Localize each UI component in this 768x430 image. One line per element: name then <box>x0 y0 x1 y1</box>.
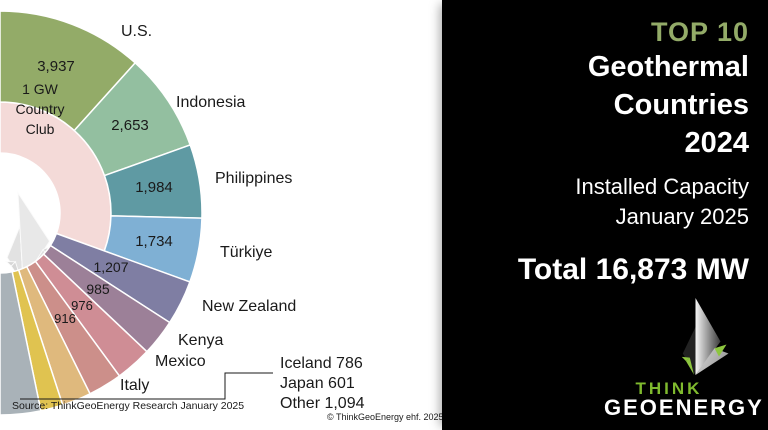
svg-text:Source: ThinkGeoEnergy Researc: Source: ThinkGeoEnergy Research January … <box>12 400 244 412</box>
svg-text:1 GW: 1 GW <box>22 81 59 97</box>
svg-text:916: 916 <box>54 311 76 326</box>
svg-text:Iceland 786: Iceland 786 <box>280 355 363 372</box>
svg-text:Mexico: Mexico <box>155 353 206 370</box>
svg-text:Italy: Italy <box>120 377 149 394</box>
svg-text:Other 1,094: Other 1,094 <box>280 395 365 412</box>
svg-text:Kenya: Kenya <box>178 332 223 349</box>
svg-text:3,937: 3,937 <box>37 58 75 75</box>
svg-text:Country: Country <box>15 101 64 117</box>
svg-text:Japan 601: Japan 601 <box>280 375 355 392</box>
svg-text:1,207: 1,207 <box>93 259 128 275</box>
svg-text:985: 985 <box>86 281 110 297</box>
svg-text:Club: Club <box>26 121 55 137</box>
svg-text:Philippines: Philippines <box>215 170 292 187</box>
svg-text:Indonesia: Indonesia <box>176 94 245 111</box>
svg-text:Türkiye: Türkiye <box>220 244 273 261</box>
svg-text:New Zealand: New Zealand <box>202 298 296 315</box>
svg-text:1,984: 1,984 <box>135 179 173 196</box>
svg-text:U.S.: U.S. <box>121 23 152 40</box>
svg-text:1,734: 1,734 <box>135 233 173 250</box>
svg-text:2,653: 2,653 <box>111 117 149 134</box>
svg-text:© ThinkGeoEnergy ehf. 2025: © ThinkGeoEnergy ehf. 2025 <box>327 412 444 422</box>
